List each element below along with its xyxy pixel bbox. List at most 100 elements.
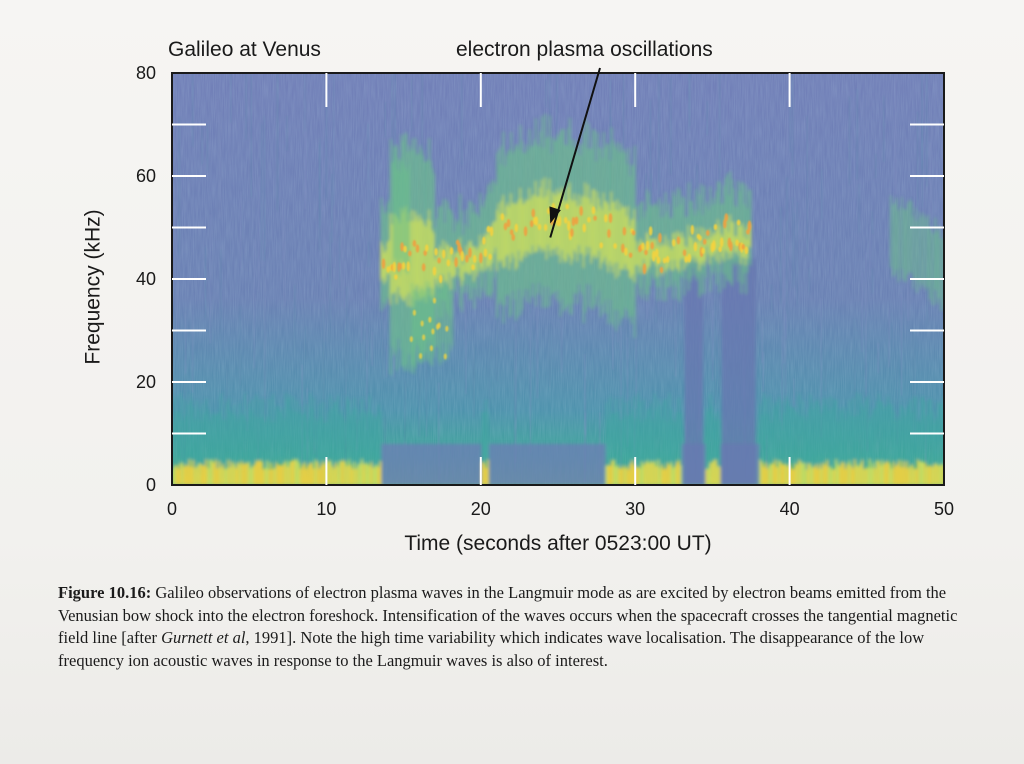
lf-fringe (307, 419, 310, 476)
lf-band (898, 460, 901, 485)
lf-fringe (672, 419, 675, 473)
plasma-spike (417, 292, 420, 348)
lf-band (822, 462, 825, 485)
lf-fringe (814, 400, 817, 468)
plasma-core (619, 203, 622, 270)
annotation-arrowhead (549, 206, 561, 224)
plasma-core (476, 250, 478, 277)
lf-band (627, 469, 630, 485)
lf-gap (525, 443, 528, 485)
lf-band (375, 464, 378, 485)
lf-fringe (861, 403, 864, 443)
noise-streak (508, 73, 510, 200)
plasma-core (567, 187, 569, 254)
lf-gap (385, 443, 388, 485)
lf-band (336, 466, 339, 485)
noise-streak (339, 236, 341, 287)
lf-gap (577, 443, 580, 485)
noise-streak (762, 351, 764, 393)
y-tick-label: 60 (136, 166, 156, 186)
lf-band (648, 463, 651, 485)
lf-band (872, 462, 875, 485)
lf-gap (551, 443, 554, 485)
plot-title: Galileo at Venus (168, 38, 321, 61)
plasma-hotspot (531, 208, 536, 218)
lf-band (297, 462, 300, 485)
lf-fringe (776, 402, 779, 464)
lf-band (270, 462, 273, 485)
lf-band (309, 463, 312, 485)
plasma-hotspot (672, 238, 676, 247)
plasma-hotspot (641, 242, 645, 251)
lf-band (840, 462, 843, 485)
plasma-hotspot (460, 250, 465, 262)
lf-gap (446, 443, 449, 485)
plasma-core (431, 229, 433, 300)
noise-streak (245, 73, 247, 140)
lf-band (666, 462, 669, 485)
noise-streak (514, 327, 516, 473)
lf-band (481, 461, 484, 485)
plasma-core (642, 245, 645, 260)
lf-gap (429, 443, 432, 485)
lf-fringe (716, 411, 719, 470)
plasma-burst (392, 161, 395, 265)
plasma-core (596, 191, 599, 258)
noise-streak (820, 298, 822, 438)
lf-band (175, 465, 178, 485)
plasma-hotspot (482, 236, 486, 245)
noise-streak (629, 73, 631, 169)
plasma-hotspot (698, 235, 702, 241)
plasma-hotspot (645, 240, 650, 251)
noise-streak (806, 116, 808, 255)
plasma-core (422, 220, 424, 298)
noise-streak (325, 73, 327, 200)
lf-band (333, 468, 336, 485)
plasma-halo (692, 209, 695, 268)
plasma-core (676, 230, 679, 270)
late-emission (936, 231, 939, 304)
plasma-core (621, 208, 623, 270)
noise-streak (869, 225, 871, 276)
lf-band (268, 469, 271, 485)
lf-band (629, 463, 632, 485)
lf-fringe (885, 405, 888, 467)
lf-gap (490, 443, 493, 485)
plasma-core (633, 209, 636, 283)
plasma-hotspot (406, 261, 411, 272)
lf-fringe (927, 398, 930, 447)
plasma-core (565, 201, 568, 262)
lf-fringe (826, 398, 829, 450)
lf-gap (427, 443, 430, 485)
plasma-core (723, 226, 725, 262)
lf-band (366, 463, 369, 485)
lf-fringe (190, 400, 193, 458)
lf-fringe (268, 398, 271, 450)
lf-band (181, 462, 184, 485)
lf-band (887, 461, 890, 485)
plasma-core (550, 204, 552, 257)
lf-fringe (877, 393, 880, 432)
noise-streak (438, 382, 440, 482)
lf-fringe (327, 410, 330, 464)
plasma-hotspot (409, 336, 413, 343)
lf-fringe (642, 399, 645, 464)
dark-gap (721, 258, 756, 485)
plasma-core (602, 192, 605, 261)
lf-gap (468, 443, 471, 485)
plasma-halo (706, 201, 709, 257)
lf-gap (399, 443, 402, 485)
lf-fringe (787, 400, 790, 471)
plasma-core (459, 237, 461, 277)
lf-band (857, 466, 860, 485)
plasma-core (513, 202, 515, 258)
lf-fringe (872, 409, 875, 460)
noise-streak (277, 73, 279, 211)
noise-streak (935, 73, 937, 213)
lf-fringe (360, 398, 363, 456)
plasma-core (556, 188, 559, 247)
plasma-core (510, 193, 512, 263)
noise-streak (916, 111, 918, 224)
noise-streak (345, 286, 347, 383)
lf-band (763, 466, 766, 485)
